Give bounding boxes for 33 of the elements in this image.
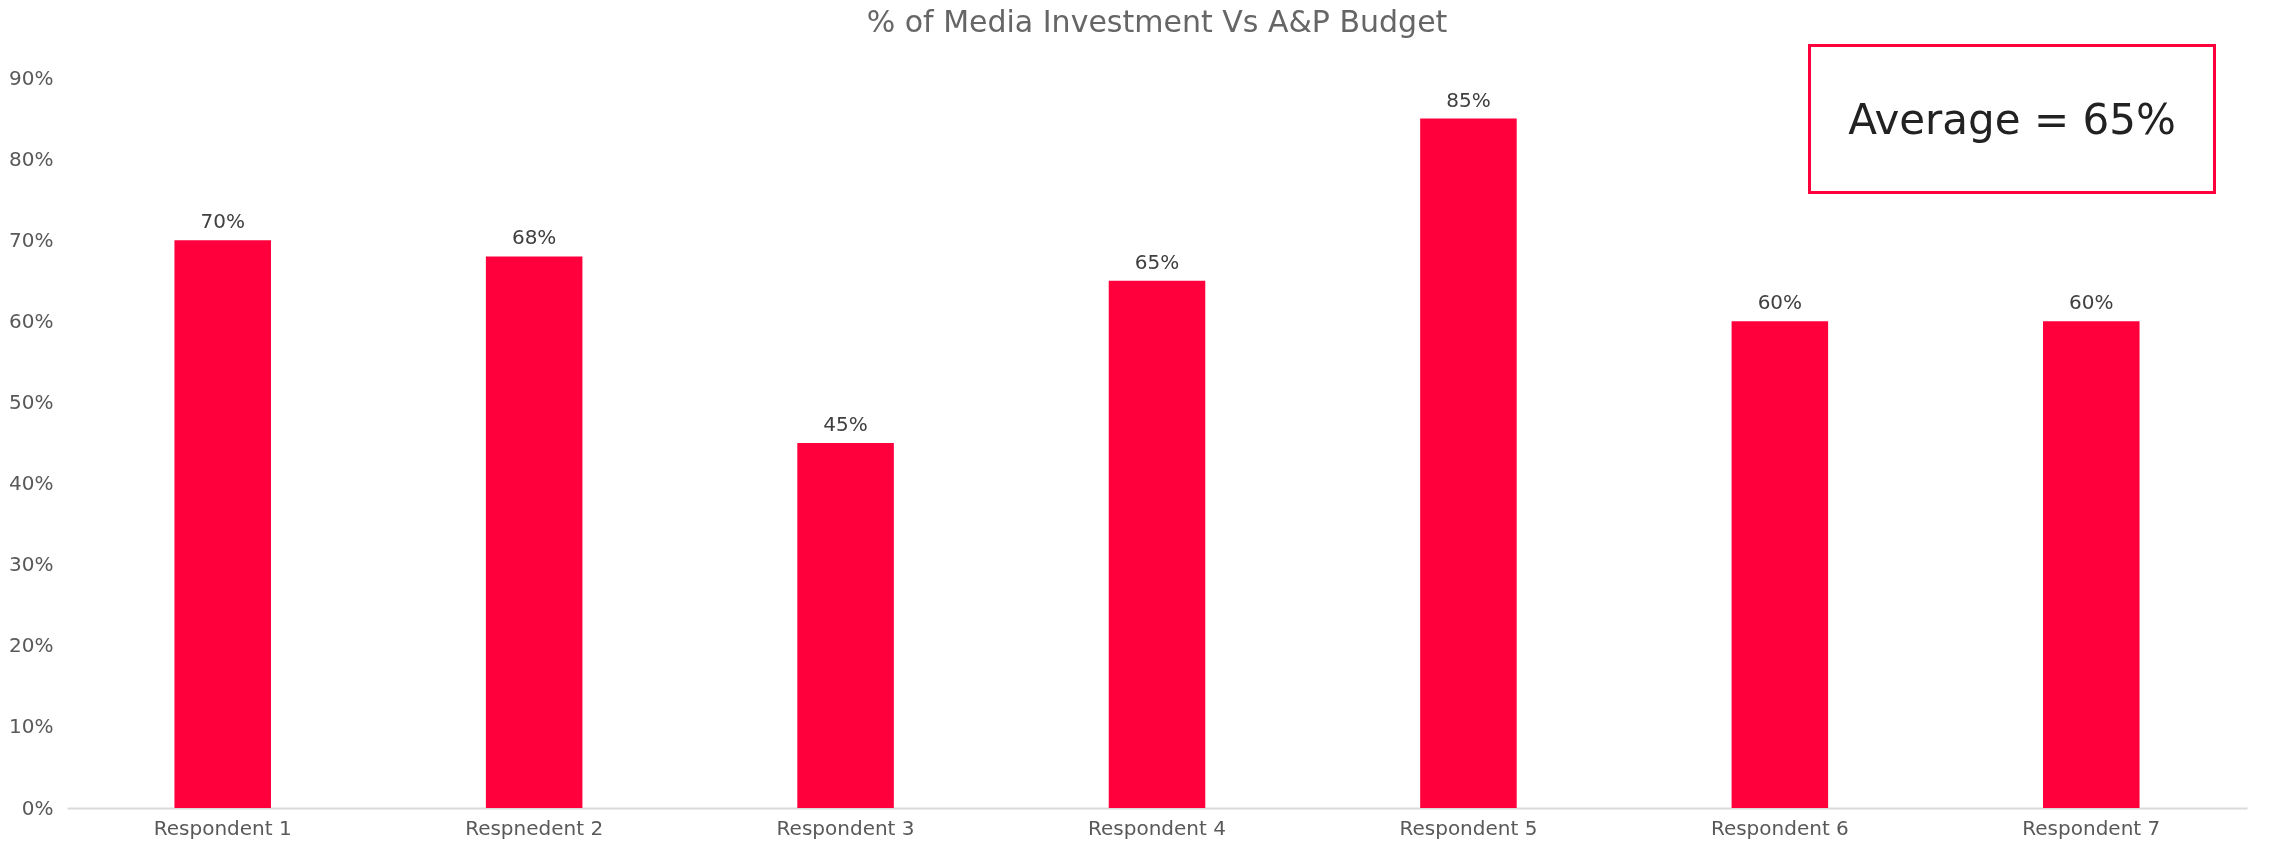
bar [174,240,271,808]
x-tick-label: Respondent 7 [2022,815,2161,840]
data-label: 70% [200,209,245,234]
y-tick-label: 50% [9,389,54,414]
y-tick-label: 70% [9,227,54,252]
x-tick-label: Respondent 1 [153,815,292,840]
bar [485,256,583,808]
y-tick-label: 30% [9,552,54,577]
bar [797,443,894,808]
note-box: Average = 65% [1808,44,2216,194]
x-tick-label: Respondent 4 [1088,815,1226,840]
data-label: 85% [1446,87,1491,112]
data-label: 65% [1134,249,1180,274]
data-label: 60% [2069,290,2114,315]
y-tick-label: 90% [9,65,54,90]
x-tick-label: Respnedent 2 [465,815,604,840]
y-tick-label: 40% [9,471,54,496]
bar [1420,118,1517,808]
data-label: 68% [511,225,557,250]
bar [1731,321,1829,808]
y-tick-label: 10% [9,714,54,739]
bar [1108,280,1206,808]
y-tick-label: 80% [9,146,54,171]
x-tick-label: Respondent 5 [1399,815,1538,840]
data-label: 60% [1757,290,1803,315]
data-label: 45% [823,412,868,436]
y-tick-label: 0% [21,795,54,820]
y-tick-label: 60% [9,308,54,333]
x-tick-label: Respondent 6 [1710,815,1849,840]
x-tick-label: Respondent 3 [776,815,915,840]
y-tick-label: 20% [9,633,54,658]
chart-title: % of Media Investment Vs A&P Budget [866,4,1448,39]
bar [2043,321,2140,808]
